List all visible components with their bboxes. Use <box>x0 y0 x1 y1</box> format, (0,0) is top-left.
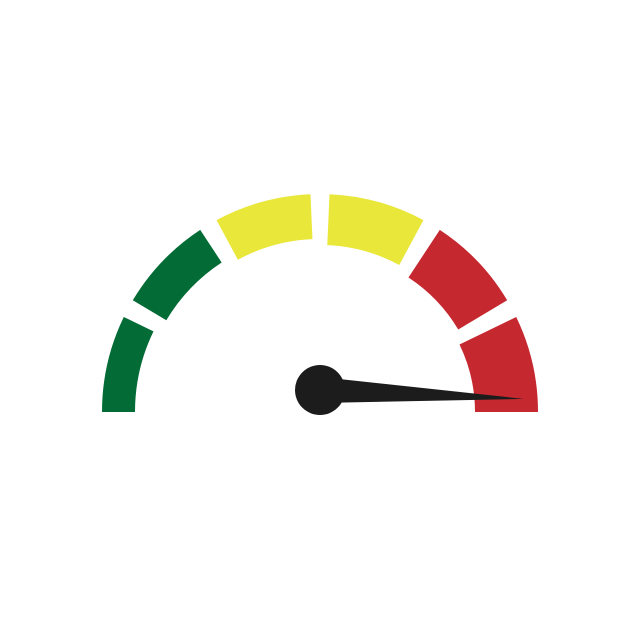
gauge-segment-medium-3 <box>216 194 313 260</box>
gauge-segment-high-6 <box>459 317 538 412</box>
needle-hub <box>295 365 345 415</box>
gauge-segment-high-5 <box>408 229 508 330</box>
gauge-needle <box>295 365 524 415</box>
gauge-segment-low-2 <box>132 229 222 321</box>
gauge-segments <box>102 194 538 412</box>
needle-pointer <box>319 377 524 403</box>
gauge-segment-low-1 <box>102 317 154 412</box>
gauge-segment-medium-4 <box>327 194 424 266</box>
